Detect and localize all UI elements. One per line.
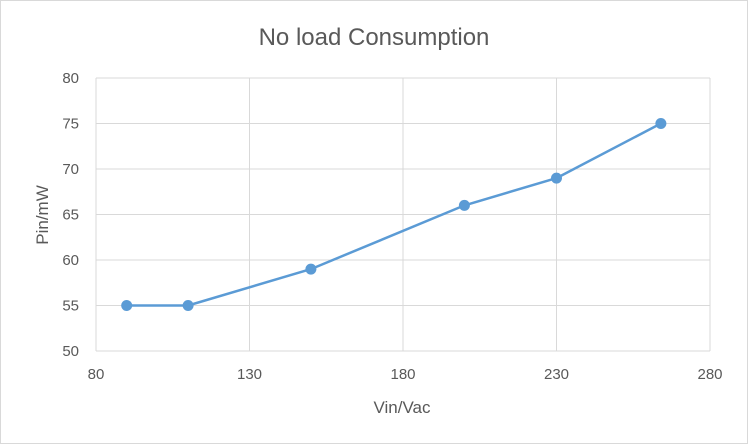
- series-line-group: [125, 122, 663, 307]
- series-line: [125, 122, 663, 307]
- chart-title: No load Consumption: [259, 24, 490, 51]
- x-tick-label: 280: [697, 366, 722, 383]
- data-point: [458, 199, 470, 211]
- y-tick-label: 80: [62, 70, 79, 87]
- y-axis-title: Pin/mW: [33, 185, 52, 245]
- x-tick-label: 230: [544, 366, 569, 383]
- x-tick-label: 80: [88, 366, 105, 383]
- y-tick-label: 65: [62, 207, 79, 224]
- tick-labels: 50 55 60 65 70 75 80 80 130 180 230 280: [62, 70, 722, 383]
- x-tick-label: 180: [390, 366, 415, 383]
- data-point: [655, 118, 667, 129]
- x-tick-label: 130: [237, 366, 262, 383]
- data-point: [305, 263, 317, 275]
- y-tick-label: 75: [62, 116, 79, 133]
- data-point: [551, 172, 562, 184]
- x-axis-title: Vin/Vac: [373, 398, 431, 417]
- y-tick-label: 60: [62, 252, 79, 269]
- y-tick-label: 50: [62, 343, 79, 360]
- gridlines: [95, 77, 711, 351]
- data-point: [182, 300, 194, 311]
- data-points: [121, 118, 667, 311]
- data-point: [121, 300, 133, 311]
- y-tick-label: 70: [62, 161, 79, 178]
- y-tick-label: 55: [62, 298, 79, 315]
